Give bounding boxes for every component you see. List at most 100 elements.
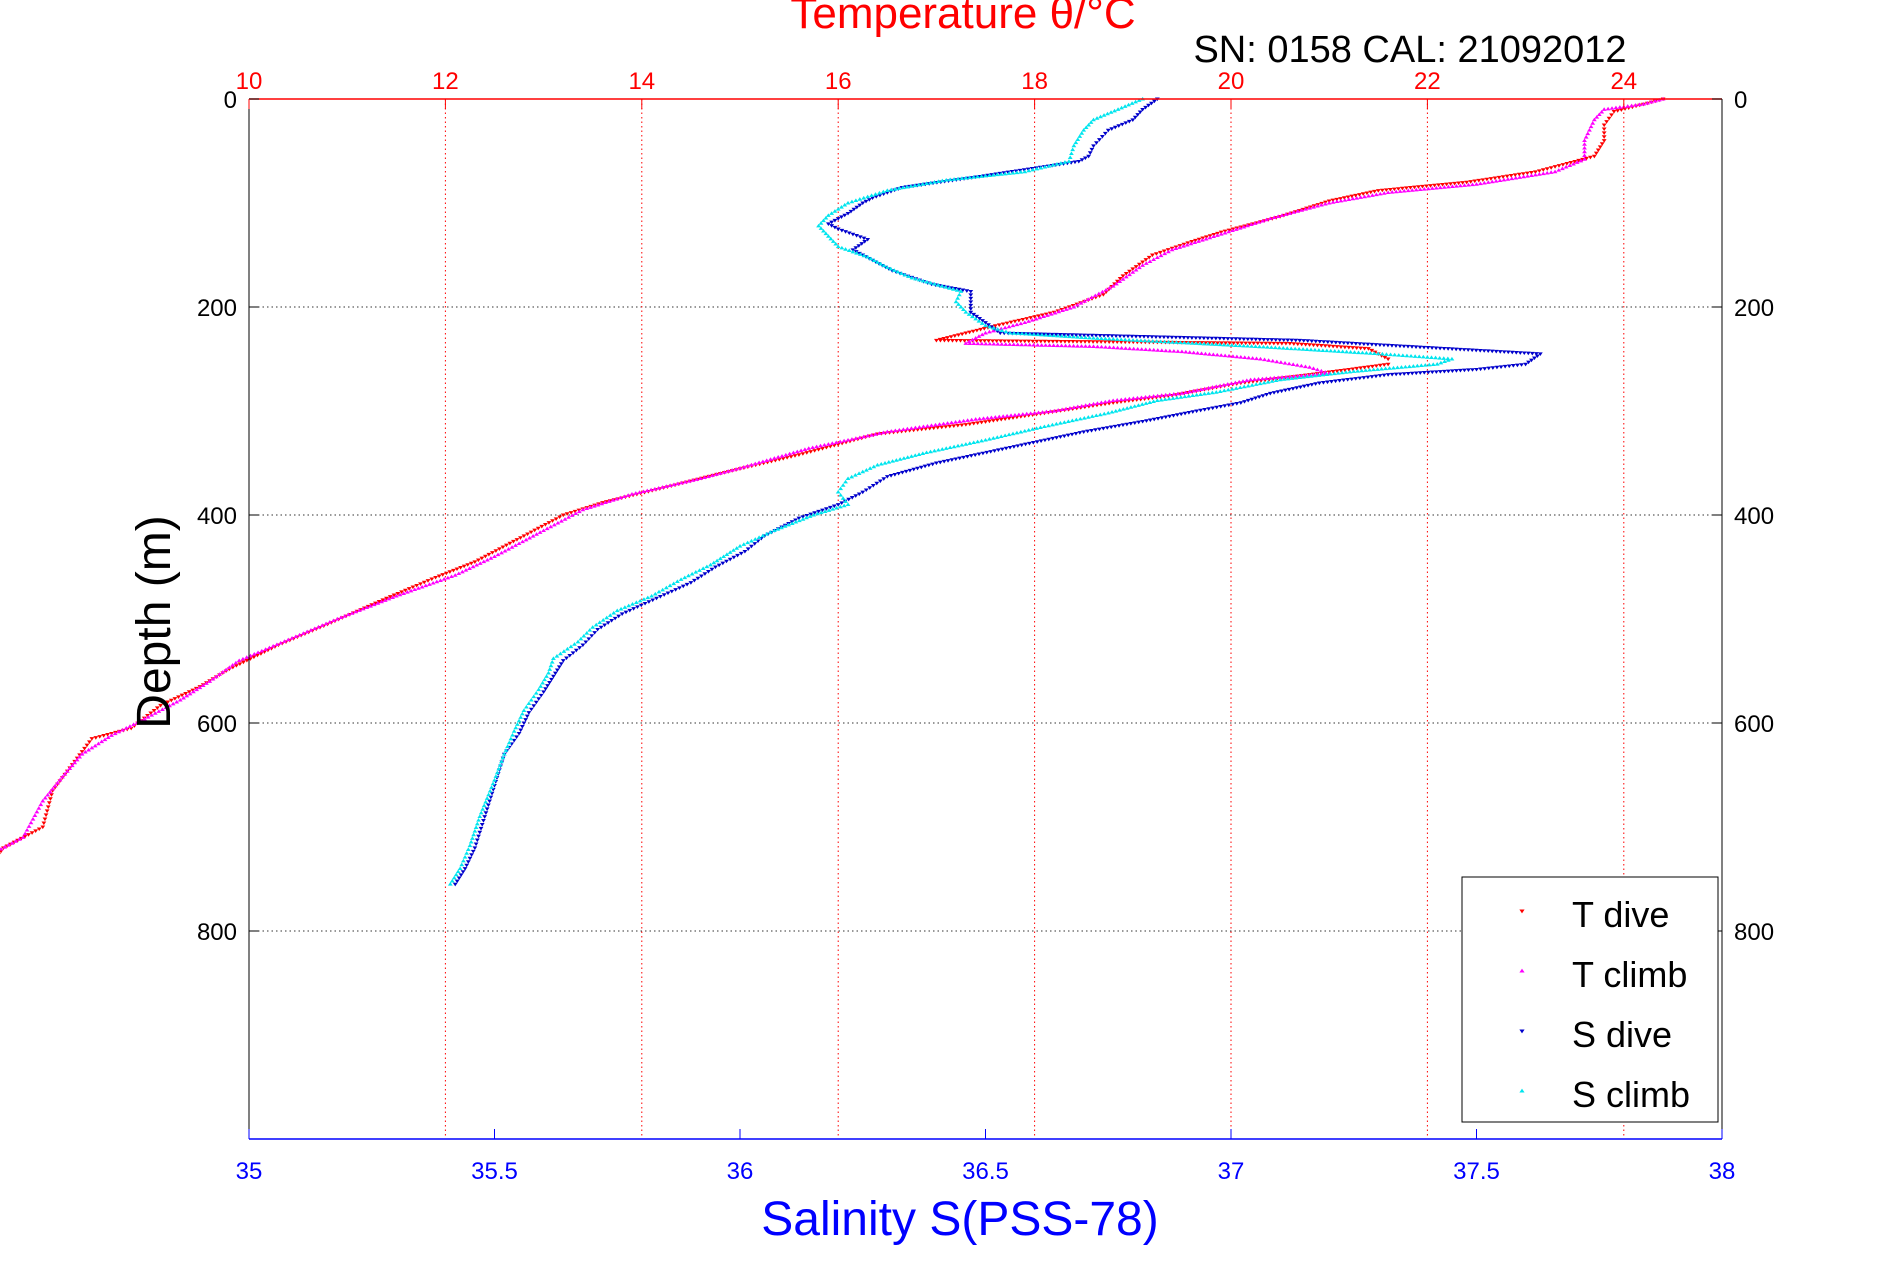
data-point (1379, 366, 1384, 371)
data-point (1090, 340, 1096, 344)
data-point (842, 213, 848, 218)
data-point (455, 869, 461, 874)
data-point (1159, 393, 1165, 397)
data-point (963, 175, 969, 180)
data-point (939, 447, 945, 451)
data-point (1115, 107, 1121, 111)
data-point (999, 342, 1005, 346)
data-point (524, 704, 529, 709)
data-point (915, 466, 920, 471)
data-point (123, 726, 129, 730)
data-point (706, 570, 711, 574)
data-point (1277, 338, 1283, 342)
data-point (484, 807, 490, 811)
data-point (1572, 159, 1578, 164)
data-point (1441, 346, 1447, 351)
data-point (1236, 379, 1242, 384)
data-point (1011, 331, 1017, 335)
data-point (316, 624, 321, 629)
data-point (1609, 106, 1615, 110)
data-point (995, 342, 1001, 346)
data-point (434, 579, 440, 584)
data-point (1462, 183, 1467, 187)
data-point (1082, 299, 1087, 303)
data-point (1110, 398, 1116, 403)
data-point (1273, 378, 1279, 383)
data-point (1101, 113, 1107, 117)
data-point (961, 307, 966, 312)
data-point (89, 737, 95, 741)
data-point (1433, 346, 1439, 351)
data-point (50, 786, 55, 791)
data-point (638, 603, 644, 608)
data-point (970, 314, 975, 319)
data-point (1126, 396, 1132, 401)
data-point (1018, 321, 1024, 326)
data-point (1136, 265, 1142, 270)
chart-title: Temperature θ/°C (790, 0, 1135, 38)
data-point (486, 552, 492, 557)
data-point (741, 464, 747, 469)
data-point (816, 223, 821, 228)
data-point (492, 554, 497, 559)
data-point (1248, 222, 1254, 227)
data-point (1061, 420, 1067, 424)
data-point (861, 236, 867, 241)
data-point (1533, 170, 1538, 174)
data-point (1329, 340, 1335, 345)
data-point (473, 842, 479, 847)
data-point (1341, 341, 1347, 345)
data-point (829, 220, 835, 225)
data-point (979, 438, 984, 443)
data-point (0, 852, 1, 855)
data-point (1421, 371, 1427, 375)
data-point (1313, 382, 1319, 386)
data-point (1462, 368, 1467, 373)
data-point (1515, 363, 1520, 368)
data-point (1102, 340, 1108, 344)
data-point (1257, 337, 1263, 342)
data-point (1395, 365, 1400, 370)
data-point (87, 740, 92, 745)
data-point (731, 548, 736, 552)
data-point (1582, 142, 1587, 146)
data-point (1252, 377, 1257, 381)
data-point (105, 733, 110, 737)
data-point (623, 610, 629, 615)
data-point (1051, 408, 1057, 413)
data-point (487, 788, 493, 793)
data-point (986, 339, 992, 343)
data-point (1552, 165, 1558, 169)
data-point (811, 512, 817, 517)
data-point (1478, 367, 1483, 372)
data-point (470, 564, 476, 569)
data-point (1275, 341, 1281, 346)
data-point (484, 796, 490, 800)
data-point (880, 430, 886, 435)
data-point (1221, 342, 1227, 347)
data-point (300, 631, 306, 635)
data-point (0, 846, 4, 851)
chart-subtitle: SN: 0158 CAL: 21092012 (1193, 29, 1626, 71)
data-point (1308, 374, 1314, 378)
data-point (459, 569, 465, 574)
data-point (1297, 338, 1303, 343)
data-point (458, 566, 463, 570)
data-point (1010, 416, 1016, 420)
data-point (1218, 232, 1224, 236)
data-point (1095, 336, 1100, 340)
data-point (558, 662, 564, 666)
data-point (1198, 392, 1203, 396)
data-point (511, 539, 516, 544)
data-point (1135, 113, 1141, 117)
data-point (783, 452, 789, 457)
data-point (1533, 352, 1539, 356)
data-point (181, 695, 186, 700)
data-point (1235, 341, 1241, 346)
data-point (523, 537, 529, 542)
data-point (230, 665, 236, 670)
data-point (727, 550, 733, 554)
data-point (1081, 415, 1087, 420)
data-point (745, 547, 751, 551)
data-point (1026, 319, 1031, 323)
